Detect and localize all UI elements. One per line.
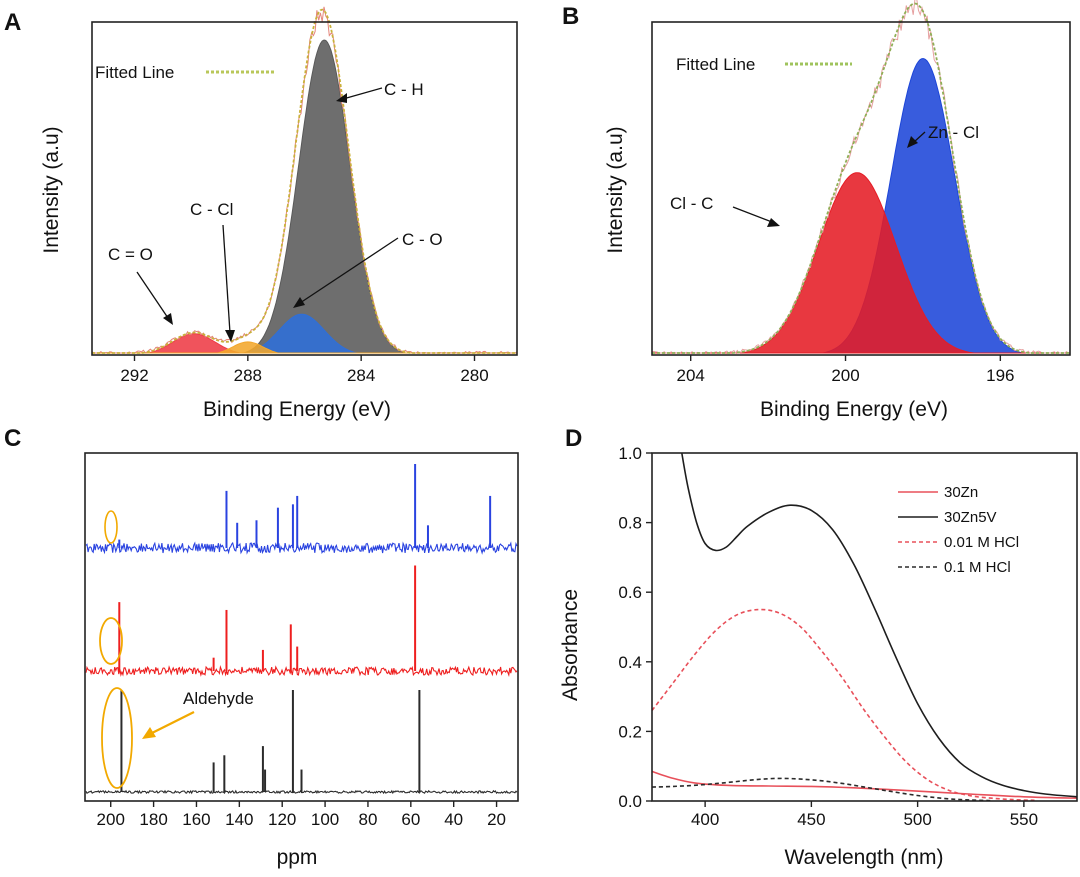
panel-b-arrowhead-cl-c (767, 218, 780, 227)
panel-d-y-axis: 0.0 0.2 0.4 0.6 0.8 1.0 (618, 444, 652, 811)
panel-c-baseline-black-spectrum (85, 789, 518, 795)
panel-d-series-0-01-m-hcl (651, 608, 1035, 802)
panel-b: 204 200 196 Binding Energy (eV) Intensity … (604, 0, 1071, 421)
panel-b-x-tick-label-196: 196 (986, 366, 1014, 385)
panel-d-x-tick-label-500: 500 (903, 810, 931, 829)
panel-d-x-tick-label-400: 400 (691, 810, 719, 829)
panel-a-annotation-c-o: C - O (402, 230, 443, 249)
panel-c-x-tick-label-180: 180 (139, 810, 167, 829)
legend-label-0-01m-hcl: 0.01 M HCl (944, 534, 1019, 551)
panel-b-x-axis-title: Binding Energy (eV) (760, 398, 948, 421)
panel-label-c: C (4, 425, 21, 452)
panel-b-annotation-zn-cl: Zn - Cl (928, 123, 979, 142)
panel-a-annotation-c-h: C - H (384, 80, 424, 99)
panel-c-baseline-red-spectrum (85, 664, 518, 678)
panel-a-x-tick-label-284: 284 (347, 366, 375, 385)
panel-b-x-tick-label-204: 204 (677, 366, 705, 385)
panel-b-frame (651, 21, 1071, 356)
panel-c-x-tick-label-160: 160 (182, 810, 210, 829)
panel-c: 200 180 160 140 120 100 80 60 40 20 ppm Aldehyde (84, 452, 519, 869)
panel-c-baseline-blue-spectrum (85, 541, 518, 555)
panel-a-peak-c-h (92, 39, 517, 354)
panel-d-series-0-1-m-hcl (651, 777, 993, 802)
panel-c-x-tick-label-140: 140 (225, 810, 253, 829)
panel-label-d: D (565, 425, 582, 452)
panel-d-series-30zn5v (681, 452, 1078, 798)
panel-b-x-tick-label-200: 200 (831, 366, 859, 385)
panel-b-annotation-cl-c: Cl - C (670, 194, 713, 213)
panel-b-arrowhead-zn-cl (907, 136, 918, 148)
panel-c-frame (84, 452, 519, 802)
panel-a-arrowhead-c-h (336, 93, 347, 103)
panel-c-x-tick-label-100: 100 (311, 810, 339, 829)
panel-b-y-axis-title: Intensity (a.u) (604, 126, 627, 253)
panel-d-x-axis-title: Wavelength (nm) (784, 846, 943, 869)
panel-a-arrow-c-eq-o (136, 271, 169, 319)
panel-a-arrowhead-c-cl (225, 330, 235, 342)
panel-d-y-tick-label-0-8: 0.8 (618, 514, 642, 533)
panel-b-x-axis: 204 200 196 (677, 355, 1015, 385)
panel-a-fitted-line-label: Fitted Line (95, 63, 174, 82)
panel-d-y-tick-label-1-0: 1.0 (618, 444, 642, 463)
panel-b-arrow-zn-cl (913, 131, 926, 143)
panel-a-frame (91, 21, 518, 356)
panel-a-x-axis: 292 288 284 280 (120, 355, 489, 385)
panel-d-y-tick-label-0-4: 0.4 (618, 653, 642, 672)
panel-d: 400 450 500 550 0.0 0.2 0.4 0.6 0.8 1.0 Waveleng… (559, 444, 1078, 869)
panel-a-fitted-line (92, 8, 517, 354)
panel-c-highlight-black (101, 687, 133, 789)
panel-a-x-tick-label-292: 292 (120, 366, 148, 385)
legend-label-0-1m-hcl: 0.1 M HCl (944, 559, 1011, 576)
panel-d-y-axis-title: Absorbance (559, 589, 582, 701)
panel-d-x-tick-label-550: 550 (1010, 810, 1038, 829)
panel-a-arrowhead-c-eq-o (163, 313, 173, 325)
panel-a-arrow-c-h (342, 87, 383, 100)
panel-a: 292 288 284 280 Binding Energy (eV) Intensi… (40, 6, 518, 421)
panel-c-highlight-blue (104, 510, 118, 544)
panel-label-b: B (562, 3, 579, 30)
panel-a-plot-area (91, 6, 518, 354)
panel-a-y-axis-title: Intensity (a.u) (40, 126, 63, 253)
panel-c-x-tick-label-80: 80 (358, 810, 377, 829)
panel-c-x-tick-label-60: 60 (401, 810, 420, 829)
panel-a-arrowhead-c-o (293, 297, 305, 308)
panel-a-annotation-c-eq-o: C = O (108, 245, 153, 264)
panel-b-peak-cl-c (652, 172, 1070, 354)
panel-d-x-axis: 400 450 500 550 (691, 801, 1038, 829)
panel-c-plot-area (85, 464, 518, 795)
panel-b-raw-spectrum (651, 0, 1071, 354)
panel-d-legend: 30Zn 30Zn5V 0.01 M HCl 0.1 M HCl (898, 484, 1019, 576)
panel-a-x-axis-title: Binding Energy (eV) (203, 398, 391, 421)
panel-d-plot-area (651, 452, 1078, 802)
panel-d-series-30zn (651, 770, 1078, 799)
legend-label-30zn: 30Zn (944, 484, 978, 501)
panel-c-x-tick-label-200: 200 (97, 810, 125, 829)
panel-c-x-tick-label-40: 40 (444, 810, 463, 829)
panel-d-x-tick-label-450: 450 (797, 810, 825, 829)
panel-a-x-tick-label-280: 280 (460, 366, 488, 385)
panel-b-fitted-line (652, 2, 1070, 354)
panel-label-a: A (4, 9, 21, 36)
panel-c-annotation-aldehyde: Aldehyde (183, 689, 254, 708)
panel-d-y-tick-label-0-0: 0.0 (618, 792, 642, 811)
panel-c-highlight-red (99, 617, 123, 665)
legend-label-30zn5v: 30Zn5V (944, 509, 997, 526)
panel-c-x-tick-label-120: 120 (268, 810, 296, 829)
panel-a-annotation-c-cl: C - Cl (190, 200, 233, 219)
panel-b-fitted-line-label: Fitted Line (676, 55, 755, 74)
panel-c-arrowhead-aldehyde (142, 727, 156, 739)
panel-c-x-axis: 200 180 160 140 120 100 80 60 40 20 (97, 801, 506, 829)
panel-a-arrow-c-o (299, 237, 399, 304)
panel-b-plot-area (651, 0, 1071, 354)
panel-c-arrow-aldehyde (151, 711, 195, 734)
panel-c-x-tick-label-20: 20 (487, 810, 506, 829)
panel-a-arrow-c-cl (222, 224, 231, 334)
panel-d-frame (651, 452, 1078, 802)
panel-c-x-axis-title: ppm (277, 846, 318, 869)
panel-a-x-tick-label-288: 288 (234, 366, 262, 385)
panel-b-arrow-cl-c (732, 206, 773, 223)
panel-d-y-tick-label-0-2: 0.2 (618, 722, 642, 741)
panel-d-y-tick-label-0-6: 0.6 (618, 583, 642, 602)
